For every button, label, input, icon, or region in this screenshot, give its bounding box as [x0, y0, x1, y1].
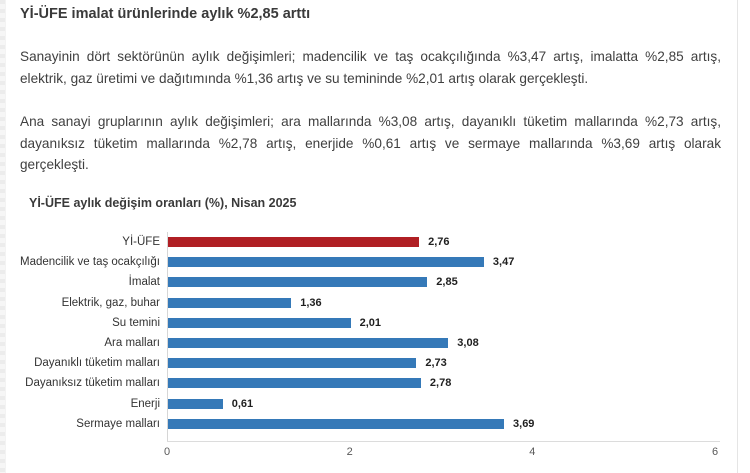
bar-track: 0,61 [167, 398, 732, 410]
chart-row: Madencilik ve taş ocakçılığı 3,47 [20, 252, 732, 272]
x-axis: 0 2 4 6 [163, 440, 720, 464]
category-label: Su temini [112, 316, 160, 329]
category-label: Enerji [130, 397, 160, 410]
bar-track: 2,73 [167, 357, 732, 369]
chart-row: Enerji 0,61 [20, 394, 732, 414]
bar-track: 2,78 [167, 377, 732, 389]
chart-title: Yİ-ÜFE aylık değişim oranları (%), Nisan… [29, 196, 297, 210]
data-bar [167, 317, 351, 328]
page-title: Yİ-ÜFE imalat ürünlerinde aylık %2,85 ar… [20, 6, 311, 22]
bar-track: 3,69 [167, 418, 732, 430]
content-right-border [737, 0, 738, 473]
bar-track: 3,08 [167, 337, 732, 349]
bar-value-label: 1,36 [300, 296, 322, 309]
data-bar [167, 378, 421, 389]
y-axis-line [167, 232, 168, 441]
bar-value-label: 3,69 [513, 417, 535, 430]
chart-row: Su temini 2,01 [20, 313, 732, 333]
x-axis-tick-label: 6 [711, 445, 719, 458]
data-bar [167, 277, 428, 288]
bar-track: 3,47 [167, 256, 732, 268]
bar-track: 2,76 [167, 236, 732, 248]
bar-value-label: 2,01 [359, 316, 381, 329]
chart-row: Yİ-ÜFE 2,76 [20, 232, 732, 252]
category-label: Elektrik, gaz, buhar [61, 296, 160, 309]
category-label: Dayanıksız tüketim malları [25, 377, 160, 390]
bar-track: 2,01 [167, 317, 732, 329]
chart-row: Ara malları 3,08 [20, 333, 732, 353]
bar-value-label: 3,47 [492, 256, 515, 269]
paragraph-sector-changes: Sanayinin dört sektörünün aylık değişiml… [20, 49, 721, 86]
bar-value-label: 2,73 [425, 357, 447, 370]
chart-row: İmalat 2,85 [20, 272, 732, 292]
x-axis-tick-label: 0 [163, 445, 171, 458]
data-bar [167, 358, 417, 369]
x-axis-tick-label: 2 [346, 445, 353, 458]
page-edge-decoration [0, 0, 6, 473]
chart-row: Sermaye malları 3,69 [20, 414, 732, 434]
bar-value-label: 2,76 [428, 236, 450, 249]
category-label: Dayanıklı tüketim malları [34, 357, 160, 370]
chart-row: Dayanıklı tüketim malları 2,73 [20, 353, 732, 373]
category-label: Madencilik ve taş ocakçılığı [20, 256, 160, 269]
x-axis-tick-label: 4 [529, 445, 536, 458]
highlight-bar [167, 237, 420, 248]
category-label: Ara malları [104, 337, 160, 350]
bar-value-label: 0,61 [231, 397, 254, 410]
bar-value-label: 3,08 [457, 337, 479, 350]
data-bar [167, 257, 484, 268]
bar-value-label: 2,85 [436, 276, 458, 289]
category-label: Yİ-ÜFE [122, 236, 160, 249]
monthly-change-bar-chart: Yİ-ÜFE 2,76 Madencilik ve taş ocakçılığı 3,… [20, 232, 732, 464]
chart-rows: Yİ-ÜFE 2,76 Madencilik ve taş ocakçılığı 3,… [20, 232, 732, 441]
data-bar [167, 398, 223, 409]
bar-track: 1,36 [167, 297, 732, 309]
bar-track: 2,85 [167, 276, 732, 288]
category-label: İmalat [128, 276, 160, 289]
data-bar [167, 338, 449, 349]
paragraph-main-industrial-groups: Ana sanayi gruplarının aylık değişimleri… [20, 114, 721, 172]
chart-row: Dayanıksız tüketim malları 2,78 [20, 373, 732, 393]
category-label: Sermaye malları [76, 417, 160, 430]
bar-value-label: 2,78 [429, 377, 452, 390]
data-bar [167, 418, 505, 429]
data-bar [167, 297, 292, 308]
chart-row: Elektrik, gaz, buhar 1,36 [20, 293, 732, 313]
